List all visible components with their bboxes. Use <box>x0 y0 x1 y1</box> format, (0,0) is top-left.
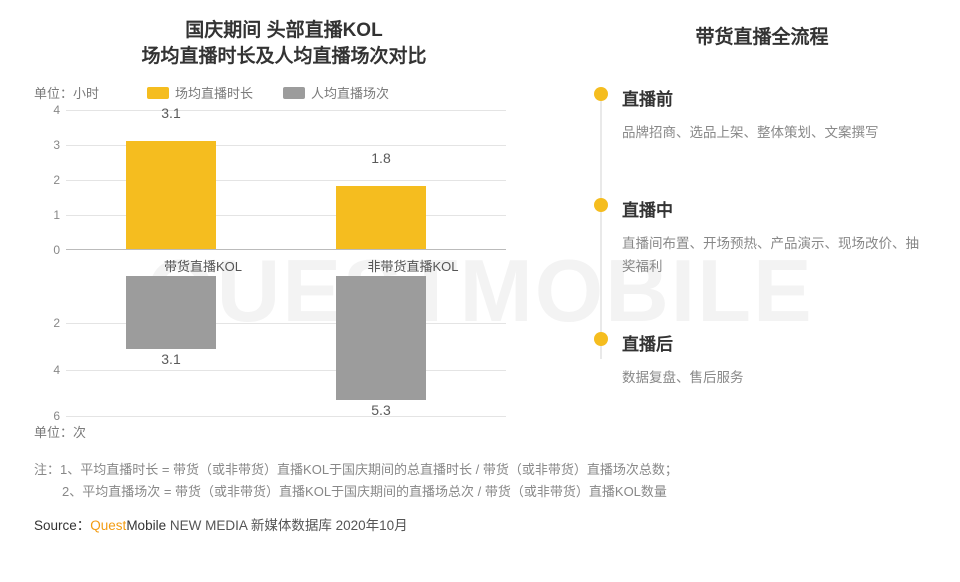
bar-lower <box>126 276 216 348</box>
process-title: 带货直播全流程 <box>594 22 930 49</box>
ytick-upper: 4 <box>34 103 60 117</box>
ytick-upper: 1 <box>34 208 60 222</box>
chart-area: 3.11.8 带货直播KOL非带货直播KOL 3.15.3 01234 246 <box>34 110 514 416</box>
source-brand2: Mobile <box>126 518 166 533</box>
process-step: 直播后数据复盘、售后服务 <box>622 330 930 389</box>
source-line: Source：QuestMobile NEW MEDIA 新媒体数据库 2020… <box>34 515 930 538</box>
process-step: 直播前品牌招商、选品上架、整体策划、文案撰写 <box>622 85 930 144</box>
bar-value-upper: 3.1 <box>126 105 216 121</box>
category-label: 带货直播KOL <box>128 256 278 275</box>
timeline: 直播前品牌招商、选品上架、整体策划、文案撰写直播中直播间布置、开场预热、产品演示… <box>594 85 930 389</box>
legend-swatch-1 <box>147 87 169 99</box>
step-title: 直播中 <box>622 196 930 221</box>
step-dot-icon <box>594 332 608 346</box>
legend-item: 场均直播时长 <box>147 83 253 102</box>
gridline <box>66 416 506 417</box>
step-body: 品牌招商、选品上架、整体策划、文案撰写 <box>622 122 930 144</box>
ytick-upper: 2 <box>34 173 60 187</box>
lower-axis: 3.1 5.3 <box>66 276 506 416</box>
legend: 场均直播时长 人均直播场次 <box>147 83 389 102</box>
step-dot-icon <box>594 198 608 212</box>
legend-swatch-2 <box>283 87 305 99</box>
bar-upper <box>336 186 426 249</box>
process-step: 直播中直播间布置、开场预热、产品演示、现场改价、抽奖福利 <box>622 196 930 278</box>
note-line2: 2、平均直播场次 = 带货（或非带货）直播KOL于国庆期间的直播场总次 / 带货… <box>34 481 930 503</box>
bar-lower <box>336 276 426 400</box>
upper-axis: 3.11.8 <box>66 110 506 250</box>
footnotes: 注：1、平均直播时长 = 带货（或非带货）直播KOL于国庆期间的总直播时长 / … <box>34 459 930 538</box>
source-prefix: Source： <box>34 518 90 533</box>
step-body: 数据复盘、售后服务 <box>622 367 930 389</box>
legend-label-1: 场均直播时长 <box>175 83 253 102</box>
chart-panel: 国庆期间 头部直播KOL 场均直播时长及人均直播场次对比 单位：小时 场均直播时… <box>34 18 534 441</box>
bar-upper <box>126 141 216 250</box>
step-title: 直播后 <box>622 330 930 355</box>
yticks-upper: 01234 <box>34 110 60 250</box>
timeline-line <box>600 89 602 359</box>
chart-title-line2: 场均直播时长及人均直播场次对比 <box>34 44 534 70</box>
step-body: 直播间布置、开场预热、产品演示、现场改价、抽奖福利 <box>622 233 930 278</box>
legend-label-2: 人均直播场次 <box>311 83 389 102</box>
unit-top: 单位：小时 <box>34 83 99 102</box>
ytick-lower: 4 <box>53 363 60 377</box>
gridline <box>66 370 506 371</box>
ytick-upper: 0 <box>34 243 60 257</box>
bar-value-upper: 1.8 <box>336 150 426 166</box>
ytick-lower: 6 <box>53 409 60 423</box>
yticks-lower: 246 <box>34 276 60 416</box>
step-title: 直播前 <box>622 85 930 110</box>
plot: 3.11.8 带货直播KOL 非带货直播KOL 3.1 5.3 <box>66 110 506 416</box>
legend-item: 人均直播场次 <box>283 83 389 102</box>
source-rest: NEW MEDIA 新媒体数据库 2020年10月 <box>166 518 408 533</box>
step-dot-icon <box>594 87 608 101</box>
bar-value-lower: 3.1 <box>126 351 216 367</box>
unit-bottom: 单位：次 <box>34 422 534 441</box>
source-brand1: Quest <box>90 518 126 533</box>
category-labels: 带货直播KOL 非带货直播KOL <box>98 256 538 276</box>
chart-title: 国庆期间 头部直播KOL 场均直播时长及人均直播场次对比 <box>34 18 534 69</box>
bar-value-lower: 5.3 <box>336 402 426 418</box>
note-line1: 注：1、平均直播时长 = 带货（或非带货）直播KOL于国庆期间的总直播时长 / … <box>34 459 930 481</box>
ytick-upper: 3 <box>34 138 60 152</box>
ytick-lower: 2 <box>53 316 60 330</box>
chart-title-line1: 国庆期间 头部直播KOL <box>34 18 534 44</box>
category-label: 非带货直播KOL <box>338 256 488 275</box>
process-panel: 带货直播全流程 直播前品牌招商、选品上架、整体策划、文案撰写直播中直播间布置、开… <box>534 18 930 441</box>
